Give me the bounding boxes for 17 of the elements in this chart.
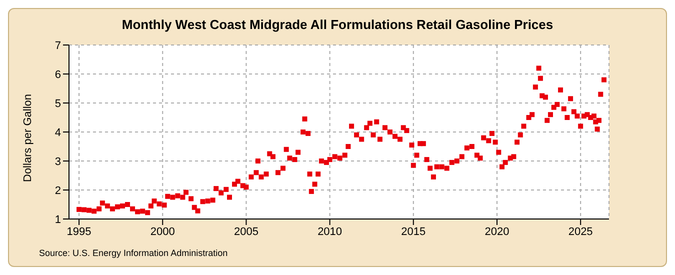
y-tick-label: 2 — [54, 184, 61, 197]
x-tick-label: 2005 — [234, 226, 258, 238]
source-note: Source: U.S. Energy Information Administration — [39, 248, 228, 258]
x-tick-label: 2015 — [401, 226, 426, 238]
x-tick-label: 2000 — [150, 226, 175, 238]
x-tick-label: 2020 — [484, 226, 510, 238]
y-tick-label: 5 — [54, 98, 61, 110]
y-tick-label: 1 — [54, 214, 61, 226]
chart-title: Monthly West Coast Midgrade All Formulations Retail Gasoline Prices — [120, 17, 554, 32]
x-tick-label: 2025 — [568, 226, 593, 238]
y-axis-title: Dollars per Gallon — [22, 94, 34, 182]
x-tick-label: 1995 — [66, 226, 92, 238]
x-tick-label: 2010 — [318, 226, 342, 238]
y-tick-label: 3 — [54, 156, 61, 168]
y-tick-label: 6 — [54, 68, 61, 81]
y-tick-label: 7 — [54, 40, 61, 52]
y-tick-label: 4 — [54, 126, 61, 139]
